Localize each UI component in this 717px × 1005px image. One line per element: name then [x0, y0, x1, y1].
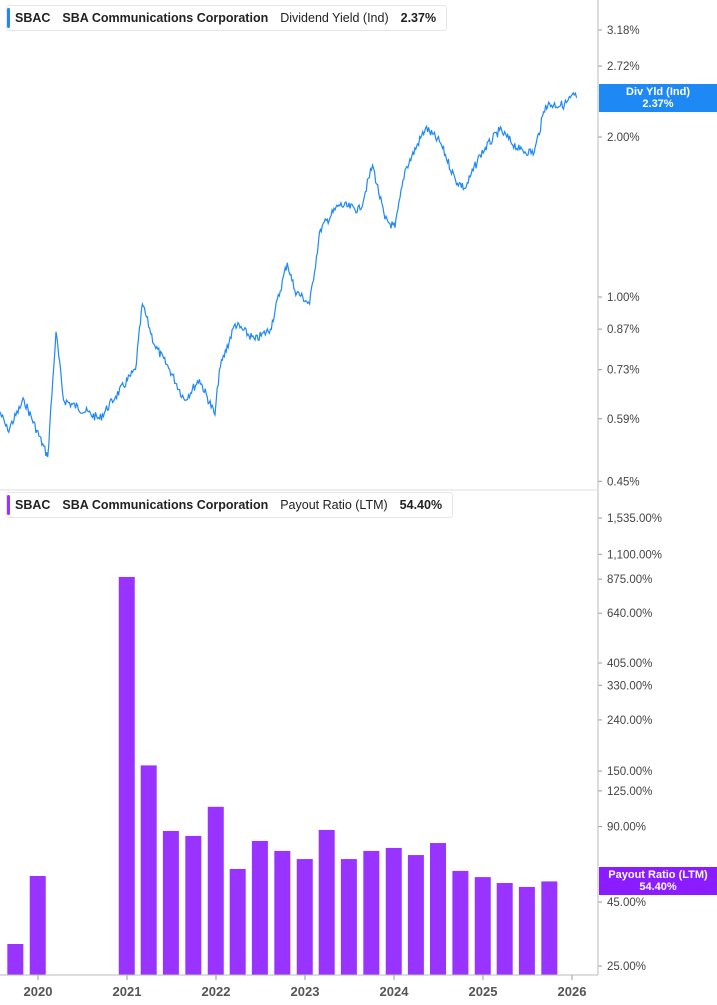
payout-bars	[7, 576, 558, 975]
payout-bar	[118, 576, 135, 975]
y-tick-label: 875.00%	[607, 574, 652, 586]
payout-value-tag: Payout Ratio (LTM) 54.40%	[599, 867, 717, 895]
bottom-y-axis: 1,535.00% 1,100.00% 875.00% 640.00% 405.00% 3…	[598, 513, 662, 973]
y-tick-label: 0.73%	[607, 365, 640, 377]
y-tick-label: 150.00%	[607, 766, 652, 778]
payout-bar	[518, 886, 535, 975]
payout-legend: SBAC SBA Communications Corporation Payo…	[6, 492, 454, 518]
x-axis: 2020 2021 2022 2023 2024 2025 2026	[24, 975, 587, 999]
legend-company: SBA Communications Corporation	[62, 11, 269, 25]
y-tick-label: 240.00%	[607, 715, 652, 727]
y-tick-label: 2.00%	[607, 132, 640, 144]
y-tick-label: 640.00%	[607, 608, 652, 620]
payout-tag-value: 54.40%	[639, 881, 677, 893]
payout-bar	[162, 830, 179, 975]
payout-bar	[274, 850, 291, 975]
payout-bar	[140, 765, 157, 975]
payout-bar	[185, 835, 202, 975]
yield-tag-value: 2.37%	[642, 98, 674, 110]
y-tick-label: 330.00%	[607, 680, 652, 692]
legend-metric: Dividend Yield (Ind)	[280, 11, 389, 25]
legend-value: 54.40%	[399, 498, 443, 512]
y-tick-label: 45.00%	[607, 897, 646, 909]
payout-bar	[340, 859, 357, 975]
payout-bar	[318, 829, 335, 975]
payout-bar	[363, 850, 380, 975]
legend-metric: Payout Ratio (LTM)	[280, 498, 388, 512]
y-tick-label: 1,535.00%	[607, 513, 662, 525]
payout-bar	[296, 859, 313, 975]
x-tick-label: 2023	[291, 984, 320, 999]
x-tick-label: 2022	[202, 984, 231, 999]
y-tick-label: 125.00%	[607, 786, 652, 798]
payout-bar	[251, 840, 268, 975]
y-tick-label: 90.00%	[607, 822, 646, 834]
y-tick-label: 2.72%	[607, 61, 640, 73]
payout-tag-label: Payout Ratio (LTM)	[608, 869, 708, 881]
y-tick-label: 0.45%	[607, 476, 640, 488]
legend-ticker: SBAC	[15, 11, 51, 25]
payout-bar	[7, 944, 24, 975]
legend-value: 2.37%	[400, 11, 437, 25]
payout-bar	[407, 855, 424, 975]
yield-tag-label: Div Yld (Ind)	[626, 86, 690, 98]
x-tick-label: 2021	[113, 984, 142, 999]
y-tick-label: 0.87%	[607, 324, 640, 336]
yield-line	[0, 91, 578, 458]
y-tick-label: 25.00%	[607, 961, 646, 973]
payout-bar	[29, 875, 46, 975]
payout-bar	[452, 870, 469, 975]
yield-legend-color	[7, 8, 10, 28]
y-tick-label: 0.59%	[607, 414, 640, 426]
legend-ticker: SBAC	[15, 498, 51, 512]
x-tick-label: 2024	[380, 984, 410, 999]
payout-bar	[207, 806, 224, 975]
payout-bar	[229, 868, 246, 975]
y-tick-label: 1,100.00%	[607, 549, 662, 561]
payout-legend-color	[7, 495, 10, 515]
payout-bar	[474, 877, 491, 975]
yield-line-group	[0, 91, 578, 458]
y-tick-label: 3.18%	[607, 25, 640, 37]
y-tick-label: 405.00%	[607, 658, 652, 670]
x-tick-label: 2020	[24, 984, 53, 999]
payout-bar	[430, 843, 447, 975]
top-y-axis: 3.18% 2.72% 2.00% 1.00% 0.87% 0.73% 0.59% 0.45%	[598, 25, 640, 488]
y-tick-label: 1.00%	[607, 292, 640, 304]
yield-legend: SBAC SBA Communications Corporation Divi…	[6, 5, 448, 31]
payout-bar	[496, 883, 513, 975]
legend-company: SBA Communications Corporation	[62, 498, 269, 512]
x-tick-label: 2025	[469, 984, 498, 999]
yield-value-tag: Div Yld (Ind) 2.37%	[599, 84, 717, 112]
x-tick-label: 2026	[558, 984, 587, 999]
payout-bar	[385, 847, 402, 975]
payout-bar	[541, 881, 558, 975]
